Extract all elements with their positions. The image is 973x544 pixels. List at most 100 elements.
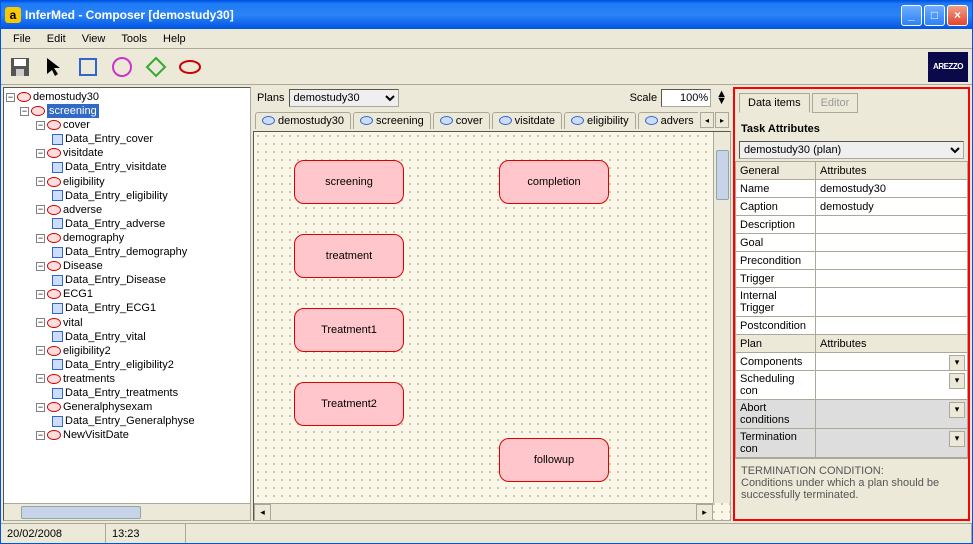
diagram-node[interactable]: Treatment1	[294, 308, 404, 352]
project-tree[interactable]: −demostudy30 −screening −coverData_Entry…	[4, 88, 250, 503]
property-value[interactable]	[816, 288, 968, 317]
tabs-prev[interactable]: ◂	[700, 112, 714, 128]
canvas-tab[interactable]: advers	[638, 112, 698, 129]
tree-item[interactable]: −visitdate	[6, 146, 248, 160]
tree-item[interactable]: −ECG1	[6, 287, 248, 301]
tree-item[interactable]: −demography	[6, 231, 248, 245]
pointer-tool[interactable]	[39, 52, 69, 82]
minimize-button[interactable]: _	[901, 5, 922, 26]
scale-spinner[interactable]: ▲▼	[716, 91, 727, 105]
tree-item[interactable]: −cover	[6, 118, 248, 132]
tree-item[interactable]: Data_Entry_eligibility2	[6, 358, 248, 372]
menu-tools[interactable]: Tools	[113, 31, 155, 47]
tabs-next[interactable]: ▸	[715, 112, 729, 128]
properties-table[interactable]: GeneralAttributesNamedemostudy30Captiond…	[735, 161, 968, 458]
property-row[interactable]: Captiondemostudy	[736, 198, 968, 216]
property-value[interactable]	[816, 234, 968, 252]
tree-item[interactable]: Data_Entry_Generalphyse	[6, 414, 248, 428]
canvas-tab[interactable]: screening	[353, 112, 431, 129]
expander-icon[interactable]: −	[36, 262, 45, 271]
property-value[interactable]	[816, 371, 968, 400]
property-value[interactable]	[816, 252, 968, 270]
expander-icon[interactable]: −	[36, 234, 45, 243]
close-button[interactable]: ×	[947, 5, 968, 26]
expander-icon[interactable]: −	[6, 93, 15, 102]
canvas-tab[interactable]: cover	[433, 112, 490, 129]
property-row[interactable]: Precondition	[736, 252, 968, 270]
maximize-button[interactable]: □	[924, 5, 945, 26]
tree-root[interactable]: −demostudy30	[6, 90, 248, 104]
property-value[interactable]	[816, 216, 968, 234]
property-value[interactable]: Attributes	[816, 162, 968, 180]
tree-item[interactable]: −vital	[6, 316, 248, 330]
tree-item[interactable]: Data_Entry_vital	[6, 330, 248, 344]
scroll-right-button[interactable]: ▸	[696, 504, 713, 521]
canvas-tab[interactable]: visitdate	[492, 112, 562, 129]
expander-icon[interactable]: −	[36, 431, 45, 440]
diagram-node[interactable]: treatment	[294, 234, 404, 278]
tree-item[interactable]: Data_Entry_ECG1	[6, 301, 248, 315]
save-button[interactable]	[5, 52, 35, 82]
rectangle-tool[interactable]	[73, 52, 103, 82]
property-value[interactable]	[816, 353, 968, 371]
scroll-left-button[interactable]: ◂	[254, 504, 271, 521]
task-select[interactable]: demostudy30 (plan)	[739, 141, 964, 159]
tree-item[interactable]: −Disease	[6, 259, 248, 273]
property-row[interactable]: Abort conditions	[736, 400, 968, 429]
diagram-canvas[interactable]: screeningcompletiontreatmentTreatment1Tr…	[254, 132, 730, 520]
property-row[interactable]: Termination con	[736, 429, 968, 458]
canvas-hscrollbar[interactable]: ◂▸	[254, 503, 713, 520]
scrollbar-thumb[interactable]	[21, 506, 141, 519]
menu-view[interactable]: View	[74, 31, 114, 47]
expander-icon[interactable]: −	[36, 290, 45, 299]
property-value[interactable]	[816, 270, 968, 288]
expander-icon[interactable]: −	[20, 107, 29, 116]
property-row[interactable]: Scheduling con	[736, 371, 968, 400]
property-row[interactable]: Trigger	[736, 270, 968, 288]
property-row[interactable]: Description	[736, 216, 968, 234]
menu-help[interactable]: Help	[155, 31, 194, 47]
diagram-node[interactable]: Treatment2	[294, 382, 404, 426]
property-value[interactable]: demostudy	[816, 198, 968, 216]
expander-icon[interactable]: −	[36, 403, 45, 412]
tree-item[interactable]: −Generalphysexam	[6, 400, 248, 414]
diagram-node[interactable]: followup	[499, 438, 609, 482]
property-row[interactable]: GeneralAttributes	[736, 162, 968, 180]
tree-item[interactable]: Data_Entry_visitdate	[6, 160, 248, 174]
menu-edit[interactable]: Edit	[39, 31, 74, 47]
tree-item[interactable]: Data_Entry_adverse	[6, 217, 248, 231]
expander-icon[interactable]: −	[36, 346, 45, 355]
tree-item[interactable]: −NewVisitDate	[6, 428, 248, 442]
menu-file[interactable]: File	[5, 31, 39, 47]
plans-select[interactable]: demostudy30	[289, 89, 399, 107]
tree-hscrollbar[interactable]	[4, 503, 250, 520]
diamond-tool[interactable]	[141, 52, 171, 82]
property-value[interactable]	[816, 429, 968, 458]
tree-item[interactable]: Data_Entry_treatments	[6, 386, 248, 400]
canvas-tab[interactable]: demostudy30	[255, 112, 351, 129]
property-row[interactable]: Postcondition	[736, 317, 968, 335]
expander-icon[interactable]: −	[36, 205, 45, 214]
scale-input[interactable]	[661, 89, 711, 107]
property-value[interactable]	[816, 400, 968, 429]
property-row[interactable]: Namedemostudy30	[736, 180, 968, 198]
property-row[interactable]: Components	[736, 353, 968, 371]
expander-icon[interactable]: −	[36, 374, 45, 383]
tree-screening[interactable]: −screening	[6, 104, 248, 118]
tree-item[interactable]: −eligibility	[6, 175, 248, 189]
canvas-vscrollbar[interactable]	[713, 132, 730, 503]
scrollbar-thumb[interactable]	[716, 150, 729, 200]
property-value[interactable]: Attributes	[816, 335, 968, 353]
tree-item[interactable]: Data_Entry_eligibility	[6, 189, 248, 203]
expander-icon[interactable]: −	[36, 177, 45, 186]
canvas-tab[interactable]: eligibility	[564, 112, 636, 129]
property-value[interactable]: demostudy30	[816, 180, 968, 198]
tree-item[interactable]: Data_Entry_Disease	[6, 273, 248, 287]
tab-editor[interactable]: Editor	[812, 93, 859, 113]
property-row[interactable]: Internal Trigger	[736, 288, 968, 317]
tree-item[interactable]: −eligibility2	[6, 344, 248, 358]
expander-icon[interactable]: −	[36, 318, 45, 327]
diagram-node[interactable]: screening	[294, 160, 404, 204]
expander-icon[interactable]: −	[36, 121, 45, 130]
tree-item[interactable]: Data_Entry_cover	[6, 132, 248, 146]
